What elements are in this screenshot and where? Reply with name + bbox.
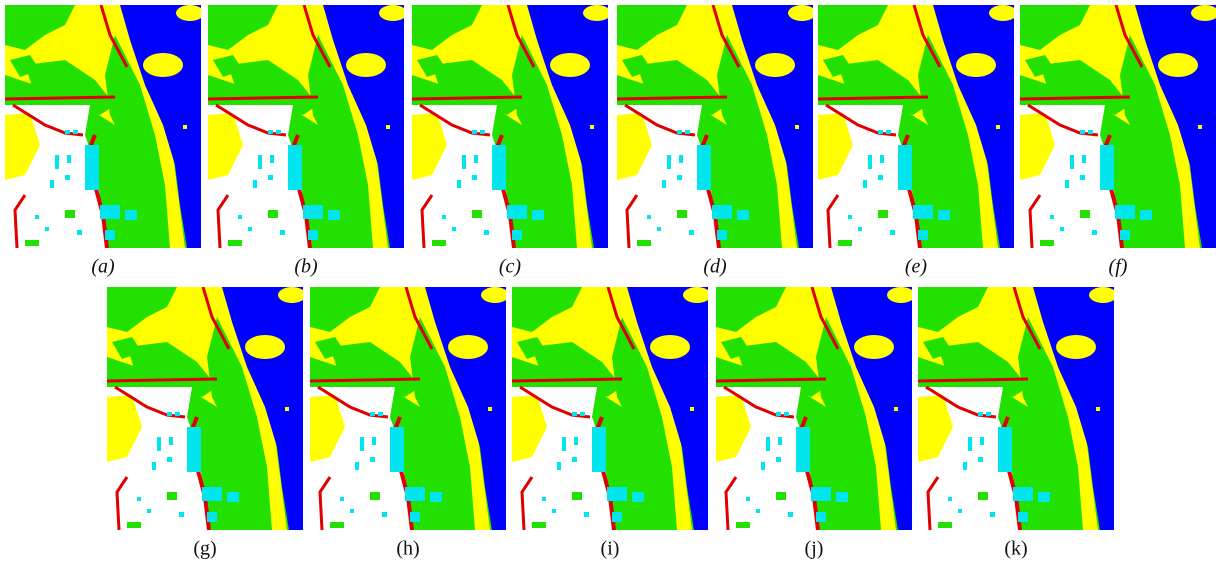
panel-label: (e) bbox=[905, 256, 928, 278]
panel-label: (f) bbox=[1109, 256, 1128, 278]
classification-map bbox=[818, 5, 1017, 248]
panel-label: (h) bbox=[396, 538, 419, 560]
classification-map bbox=[208, 5, 407, 248]
classification-map bbox=[5, 5, 204, 248]
panel-label: (a) bbox=[91, 256, 115, 278]
panel-label: (i) bbox=[601, 538, 620, 560]
classification-map bbox=[512, 287, 711, 530]
panel-label: (d) bbox=[703, 256, 727, 278]
figure: (a) (b) (c) (d) (e) (f) (g) (h) (i) (j) (k) bbox=[0, 0, 1216, 566]
classification-map bbox=[107, 287, 306, 530]
panel-label: (j) bbox=[805, 538, 824, 560]
classification-map bbox=[716, 287, 915, 530]
panel-label: (g) bbox=[193, 538, 216, 560]
classification-map bbox=[412, 5, 611, 248]
classification-map bbox=[1020, 5, 1216, 248]
classification-map bbox=[310, 287, 509, 530]
panel-label: (k) bbox=[1004, 538, 1027, 560]
panel-label: (b) bbox=[294, 256, 318, 278]
panel-label: (c) bbox=[499, 256, 522, 278]
classification-map bbox=[617, 5, 816, 248]
classification-map bbox=[918, 287, 1117, 530]
